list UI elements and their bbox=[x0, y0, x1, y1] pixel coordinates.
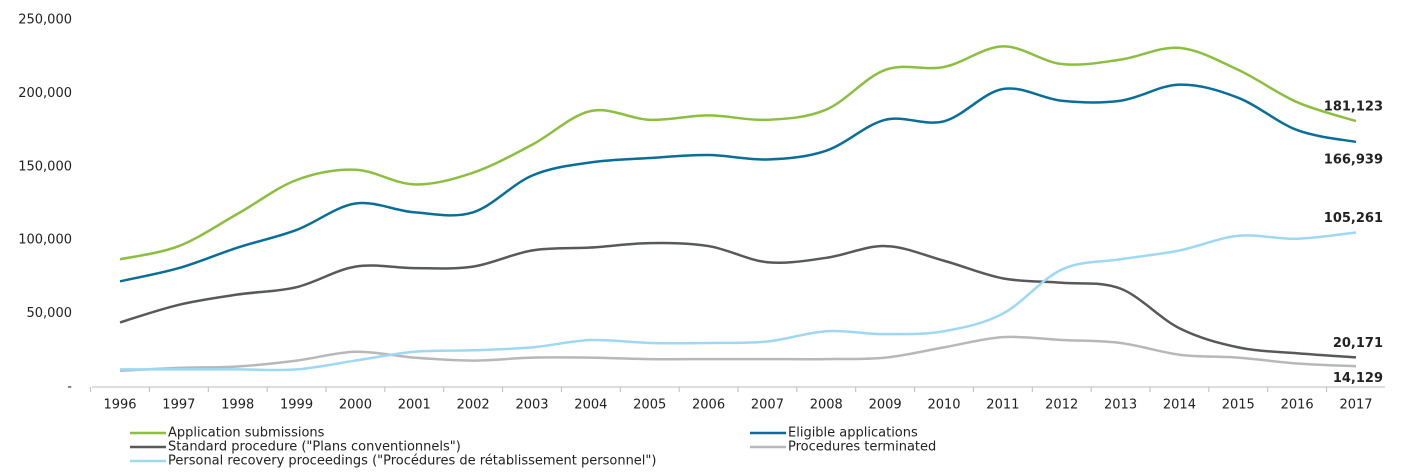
legend-label: Standard procedure ("Plans conventionnel… bbox=[168, 440, 461, 455]
x-tick-label: 2004 bbox=[574, 398, 607, 413]
x-tick-label: 2013 bbox=[1104, 398, 1137, 413]
x-tick-label: 2002 bbox=[457, 398, 490, 413]
legend-label: Procedures terminated bbox=[788, 440, 936, 455]
y-tick-label: 250,000 bbox=[18, 13, 72, 28]
x-tick-label: 2001 bbox=[398, 398, 431, 413]
y-tick-label: 150,000 bbox=[18, 159, 72, 174]
x-tick-label: 2016 bbox=[1281, 398, 1314, 413]
value-label: 105,261 bbox=[1324, 211, 1383, 226]
series-line bbox=[119, 45, 1357, 261]
y-tick-label: 100,000 bbox=[18, 233, 72, 248]
x-tick-label: 2009 bbox=[869, 398, 902, 413]
x-tick-label: 2008 bbox=[810, 398, 843, 413]
legend-label: Eligible applications bbox=[788, 426, 918, 441]
x-tick-label: 1997 bbox=[162, 398, 195, 413]
value-label: 166,939 bbox=[1324, 152, 1383, 167]
x-tick-label: 2014 bbox=[1163, 398, 1196, 413]
x-tick-label: 2010 bbox=[927, 398, 960, 413]
y-tick-label: 50,000 bbox=[27, 306, 73, 321]
x-tick-label: 2005 bbox=[633, 398, 666, 413]
value-label: 181,123 bbox=[1324, 100, 1383, 115]
x-tick-label: 2006 bbox=[692, 398, 725, 413]
y-tick-label: 200,000 bbox=[18, 86, 72, 101]
value-label: 20,171 bbox=[1333, 336, 1383, 351]
x-tick-label: 2011 bbox=[986, 398, 1019, 413]
x-tick-label: 2003 bbox=[515, 398, 548, 413]
x-tick-label: 1996 bbox=[103, 398, 136, 413]
x-tick-label: 2007 bbox=[751, 398, 784, 413]
legend-label: Application submissions bbox=[168, 426, 325, 441]
series-line bbox=[120, 231, 1357, 372]
x-tick-label: 1999 bbox=[280, 398, 313, 413]
legend-label: Personal recovery proceedings ("Procédur… bbox=[168, 454, 656, 469]
series-line bbox=[119, 83, 1357, 283]
x-tick-label: 2015 bbox=[1222, 398, 1255, 413]
x-tick-label: 2000 bbox=[339, 398, 372, 413]
x-tick-label: 1998 bbox=[221, 398, 254, 413]
value-label: 14,129 bbox=[1333, 371, 1383, 386]
series-line bbox=[119, 241, 1357, 359]
x-tick-label: 2012 bbox=[1045, 398, 1078, 413]
series-line bbox=[119, 335, 1357, 373]
y-tick-label: - bbox=[67, 380, 72, 395]
x-tick-label: 2017 bbox=[1339, 398, 1372, 413]
